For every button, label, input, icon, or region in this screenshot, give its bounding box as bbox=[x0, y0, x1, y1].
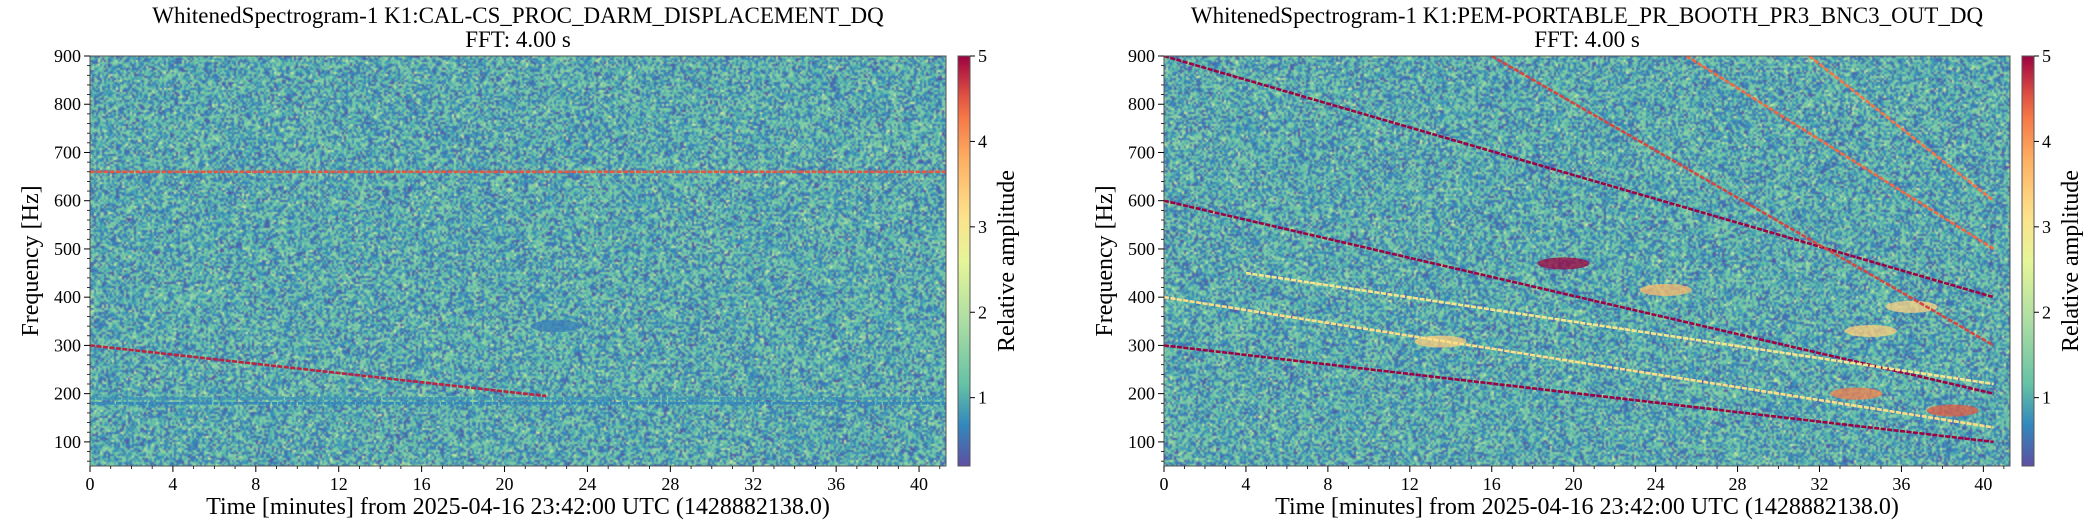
spectral-chirp-900 bbox=[1164, 56, 1994, 299]
colorbar-tick-label: 5 bbox=[2042, 46, 2051, 66]
x-tick-label: 28 bbox=[661, 474, 679, 494]
y-tick-label: 500 bbox=[54, 239, 81, 259]
spectral-chirp-300 bbox=[1164, 344, 1994, 444]
y-tick-label: 600 bbox=[1128, 191, 1155, 211]
x-tick-label: 12 bbox=[330, 474, 348, 494]
spectral-chirp-1500 bbox=[1685, 56, 1995, 251]
colorbar-tick-label: 1 bbox=[2042, 388, 2051, 408]
y-tick-label: 400 bbox=[54, 287, 81, 307]
y-axis-label: Frequency [Hz] bbox=[1092, 185, 1118, 336]
y-tick-label: 900 bbox=[1128, 46, 1155, 66]
y-axis-label: Frequency [Hz] bbox=[18, 185, 44, 336]
x-tick-label: 32 bbox=[1810, 474, 1828, 494]
y-tick-label: 300 bbox=[54, 335, 81, 355]
colorbar-tick-label: 4 bbox=[978, 131, 987, 151]
x-tick-label: 40 bbox=[910, 474, 928, 494]
x-tick-label: 16 bbox=[1483, 474, 1501, 494]
plot-frame bbox=[1163, 55, 2011, 467]
colorbar-label: Relative amplitude bbox=[994, 170, 1020, 352]
y-tick-label: 600 bbox=[54, 191, 81, 211]
colorbar-tick-label: 3 bbox=[978, 217, 987, 237]
y-tick-label: 700 bbox=[1128, 142, 1155, 162]
spectrogram-marks bbox=[1164, 56, 1995, 444]
x-tick-label: 32 bbox=[744, 474, 762, 494]
spectral-chirp-1200 bbox=[1491, 56, 1995, 347]
hot-spot-1 bbox=[530, 320, 583, 333]
y-tick-label: 700 bbox=[54, 142, 81, 162]
y-tick-label: 900 bbox=[54, 46, 81, 66]
spectral-chirp-300 bbox=[90, 344, 547, 398]
spectral-chirp-1800 bbox=[1808, 56, 1995, 202]
x-axis-label: Time [minutes] from 2025-04-16 23:42:00 … bbox=[206, 494, 830, 520]
colorbar-tick-label: 5 bbox=[978, 46, 987, 66]
x-axis-label: Time [minutes] from 2025-04-16 23:42:00 … bbox=[1275, 494, 1899, 520]
x-tick-label: 0 bbox=[86, 474, 95, 494]
x-tick-label: 0 bbox=[1160, 474, 1169, 494]
colorbar-tick-label: 3 bbox=[2042, 217, 2051, 237]
chart-title: WhitenedSpectrogram-1 K1:PEM-PORTABLE_PR… bbox=[1191, 3, 1984, 28]
y-tick-label: 100 bbox=[1128, 432, 1155, 452]
x-tick-label: 12 bbox=[1401, 474, 1419, 494]
y-tick-label: 500 bbox=[1128, 239, 1155, 259]
x-tick-label: 8 bbox=[1323, 474, 1332, 494]
spectral-faint-450 bbox=[1245, 271, 1994, 386]
y-tick-label: 400 bbox=[1128, 287, 1155, 307]
y-tick-label: 100 bbox=[54, 432, 81, 452]
y-tick-label: 800 bbox=[54, 94, 81, 114]
x-tick-label: 20 bbox=[496, 474, 514, 494]
chart-subtitle: FFT: 4.00 s bbox=[1534, 27, 1640, 52]
hot-spot-4 bbox=[1830, 387, 1883, 400]
x-tick-label: 8 bbox=[251, 474, 260, 494]
hot-spot-6 bbox=[1844, 324, 1897, 337]
spectrogram-marks bbox=[90, 170, 946, 405]
spectral-faint-400 bbox=[1164, 295, 1994, 429]
y-tick-label: 800 bbox=[1128, 94, 1155, 114]
y-tick-label: 200 bbox=[1128, 384, 1155, 404]
x-tick-label: 36 bbox=[827, 474, 845, 494]
chart-subtitle: FFT: 4.00 s bbox=[465, 27, 571, 52]
x-tick-label: 28 bbox=[1729, 474, 1747, 494]
spectral-chirp-600 bbox=[1164, 199, 1994, 395]
hot-spot-2 bbox=[1639, 283, 1692, 296]
x-tick-label: 24 bbox=[578, 474, 596, 494]
colorbar bbox=[2021, 55, 2035, 467]
colorbar-label: Relative amplitude bbox=[2058, 170, 2084, 352]
x-tick-label: 24 bbox=[1647, 474, 1665, 494]
colorbar-tick-label: 2 bbox=[978, 302, 987, 322]
chart-title: WhitenedSpectrogram-1 K1:CAL-CS_PROC_DAR… bbox=[152, 3, 884, 28]
x-tick-label: 36 bbox=[1892, 474, 1910, 494]
x-tick-label: 4 bbox=[1241, 474, 1250, 494]
hot-spot-7 bbox=[1885, 300, 1938, 313]
hot-spot-5 bbox=[1926, 404, 1979, 417]
chart-panel-2: 0 4 8 12 16 20 24 28 32 36 40100200300400500600700… bbox=[1092, 3, 2084, 520]
colorbar-tick-label: 2 bbox=[2042, 302, 2051, 322]
plot-frame bbox=[89, 55, 947, 467]
chart-panel-1: 0 4 8 12 16 20 24 28 32 36 40100200300400500600700… bbox=[18, 3, 1020, 520]
y-tick-label: 200 bbox=[54, 384, 81, 404]
hot-spot-1 bbox=[1537, 257, 1590, 270]
x-tick-label: 20 bbox=[1565, 474, 1583, 494]
x-tick-label: 16 bbox=[413, 474, 431, 494]
x-tick-label: 40 bbox=[1974, 474, 1992, 494]
colorbar-tick-label: 1 bbox=[978, 388, 987, 408]
colorbar bbox=[957, 55, 971, 467]
x-tick-label: 4 bbox=[168, 474, 177, 494]
colorbar-tick-label: 4 bbox=[2042, 131, 2051, 151]
y-tick-label: 300 bbox=[1128, 335, 1155, 355]
